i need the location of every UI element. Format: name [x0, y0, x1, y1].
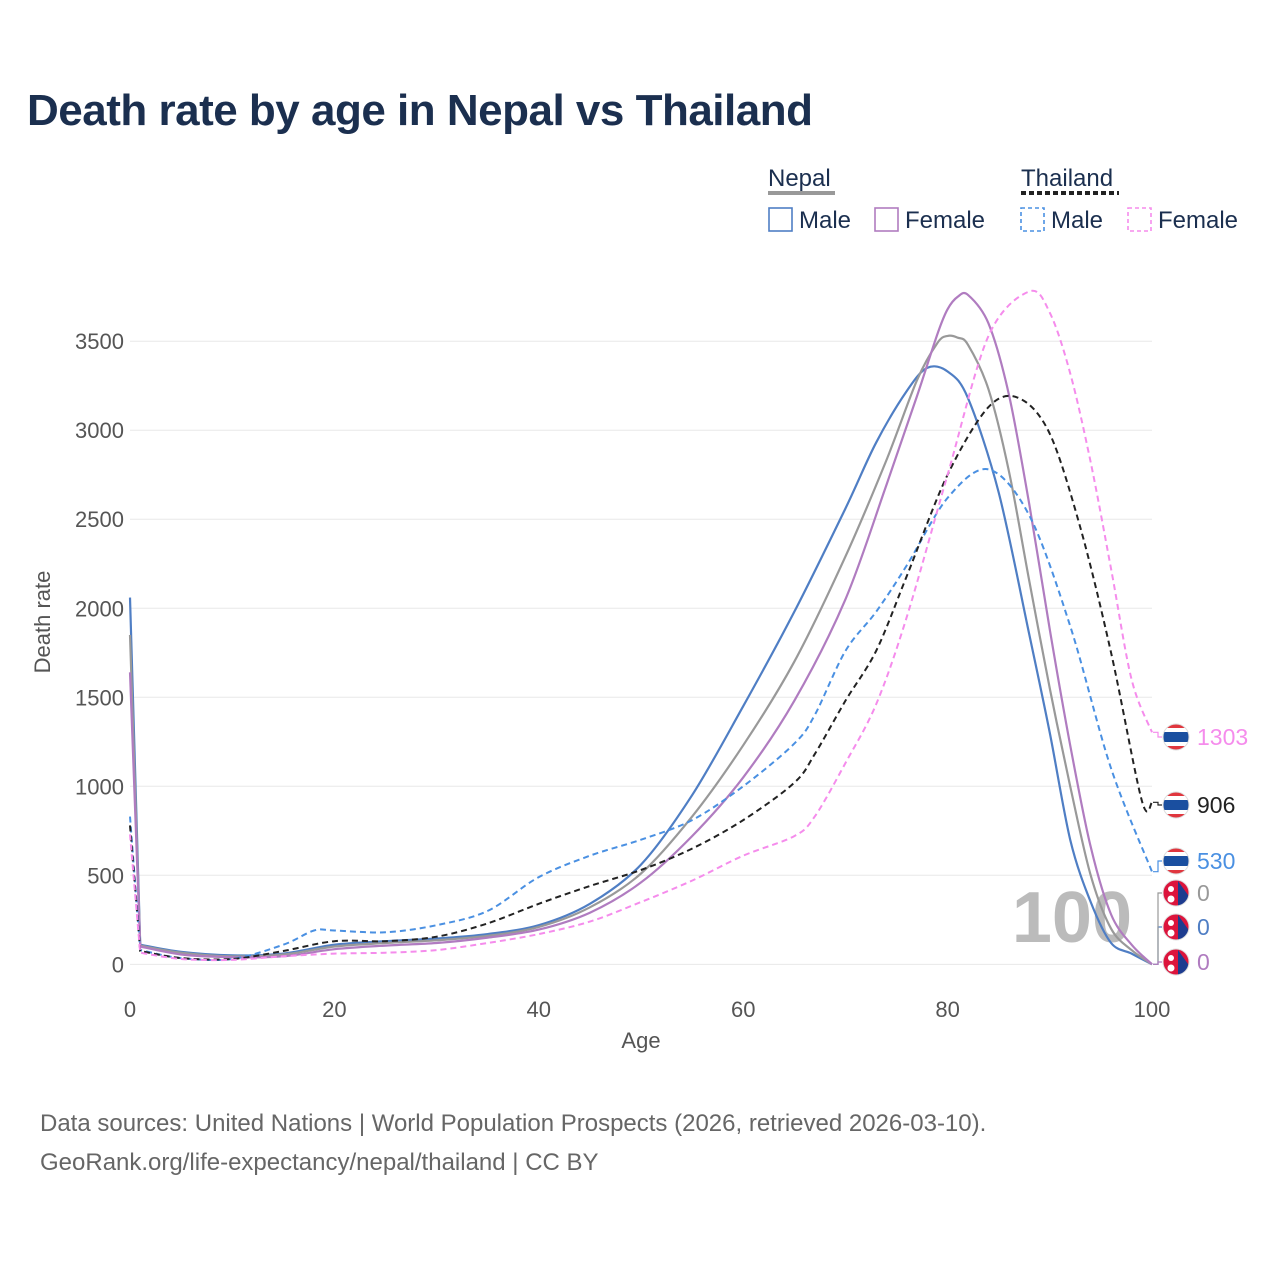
- series-line-thailand-male[interactable]: [129, 468, 1153, 962]
- end-label-nepal-female: 0: [1197, 949, 1210, 975]
- end-connector-nepal-female: [1153, 961, 1162, 965]
- y-tick-label-500: 500: [87, 863, 124, 888]
- x-tick-label-60: 60: [731, 997, 755, 1022]
- flag-icon-thailand-male: [1162, 847, 1190, 875]
- series-lines: [128, 289, 1153, 966]
- y-tick-label-3500: 3500: [75, 329, 124, 354]
- legend-label-nepal-male[interactable]: Male: [799, 207, 851, 234]
- y-tick-label-0: 0: [112, 952, 124, 977]
- x-tick-label-0: 0: [124, 997, 136, 1022]
- end-label-thailand-female: 1303: [1197, 724, 1248, 750]
- end-connector-nepal-total: [1153, 892, 1162, 965]
- flag-icon-nepal-total: [1162, 879, 1190, 907]
- legend: Nepal Thailand Male Female Male Female: [768, 165, 1238, 234]
- legend-label-nepal-female[interactable]: Female: [905, 207, 985, 234]
- end-label-thailand-total: 906: [1197, 792, 1235, 818]
- x-tick-label-80: 80: [935, 997, 959, 1022]
- legend-swatch-thailand-female[interactable]: [1127, 207, 1152, 232]
- legend-label-thailand-male[interactable]: Male: [1051, 207, 1103, 234]
- chart-title: Death rate by age in Nepal vs Thailand: [27, 86, 813, 135]
- grid-lines: [130, 340, 1152, 965]
- end-connector-thailand-total: [1153, 801, 1162, 806]
- x-tick-label-100: 100: [1134, 997, 1171, 1022]
- series-line-nepal-male[interactable]: [128, 365, 1153, 966]
- end-label-nepal-total: 0: [1197, 880, 1210, 906]
- legend-swatch-nepal-female[interactable]: [874, 207, 899, 232]
- x-tick-label-20: 20: [322, 997, 346, 1022]
- y-tick-label-1000: 1000: [75, 774, 124, 799]
- footer-attribution: GeoRank.org/life-expectancy/nepal/thaila…: [40, 1149, 599, 1176]
- end-connector-thailand-male: [1153, 860, 1162, 873]
- end-label-nepal-male: 0: [1197, 914, 1210, 940]
- y-tick-label-2500: 2500: [75, 507, 124, 532]
- axes: 0 500 1000 1500 2000 2500 3000 3500 0 20 40 60 80 100…: [30, 329, 1170, 1053]
- y-tick-label-3000: 3000: [75, 418, 124, 443]
- y-tick-label-1500: 1500: [75, 685, 124, 710]
- y-axis-title: Death rate: [30, 571, 55, 674]
- flag-icon-thailand-female: [1162, 723, 1190, 751]
- legend-group-thailand: Thailand: [1021, 165, 1113, 192]
- legend-group-nepal: Nepal: [768, 165, 831, 192]
- legend-label-thailand-female[interactable]: Female: [1158, 207, 1238, 234]
- x-tick-label-40: 40: [527, 997, 551, 1022]
- series-line-thailand-female[interactable]: [129, 289, 1153, 962]
- y-tick-label-2000: 2000: [75, 596, 124, 621]
- x-axis-title: Age: [621, 1028, 660, 1053]
- end-label-thailand-male: 530: [1197, 848, 1235, 874]
- footer: Data sources: United Nations | World Pop…: [40, 1104, 986, 1182]
- legend-swatch-thailand-male[interactable]: [1020, 207, 1045, 232]
- flag-icon-nepal-female: [1162, 948, 1190, 976]
- series-line-nepal-female[interactable]: [128, 291, 1153, 966]
- flag-icon-nepal-male: [1162, 913, 1190, 941]
- legend-swatch-nepal-male[interactable]: [768, 207, 793, 232]
- footer-source: Data sources: United Nations | World Pop…: [40, 1110, 987, 1137]
- end-connector-thailand-female: [1153, 731, 1162, 738]
- series-line-thailand-total[interactable]: [129, 394, 1153, 961]
- flag-icon-thailand-total: [1162, 791, 1190, 819]
- series-line-nepal-total[interactable]: [128, 334, 1153, 966]
- end-labels: 0 0 0 530 906 1303: [1153, 723, 1248, 976]
